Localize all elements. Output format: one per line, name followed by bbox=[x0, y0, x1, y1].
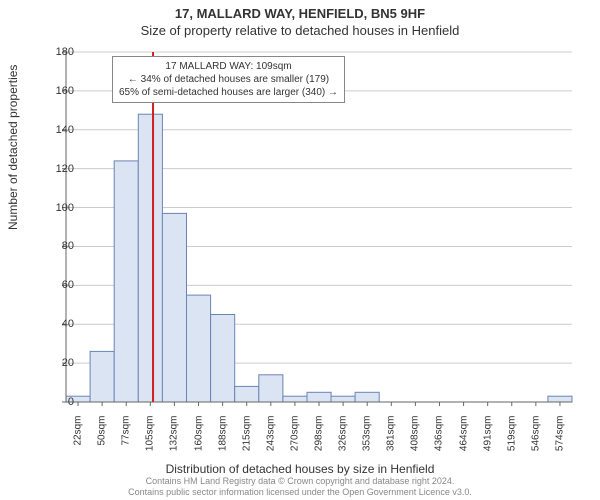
x-tick: 22sqm bbox=[73, 416, 84, 456]
annotation-box: 17 MALLARD WAY: 109sqm ← 34% of detached… bbox=[112, 56, 345, 103]
attribution-line2: Contains public sector information licen… bbox=[0, 487, 600, 498]
x-tick: 132sqm bbox=[169, 416, 180, 456]
x-tick: 215sqm bbox=[241, 416, 252, 456]
y-tick: 0 bbox=[44, 396, 74, 408]
x-tick: 574sqm bbox=[554, 416, 565, 456]
x-tick: 188sqm bbox=[217, 416, 228, 456]
x-tick: 408sqm bbox=[410, 416, 421, 456]
x-tick: 105sqm bbox=[145, 416, 156, 456]
y-tick: 120 bbox=[44, 163, 74, 175]
y-tick: 140 bbox=[44, 124, 74, 136]
x-tick: 298sqm bbox=[314, 416, 325, 456]
page-title: 17, MALLARD WAY, HENFIELD, BN5 9HF bbox=[0, 0, 600, 21]
x-tick: 353sqm bbox=[362, 416, 373, 456]
x-tick: 243sqm bbox=[265, 416, 276, 456]
x-tick: 270sqm bbox=[289, 416, 300, 456]
y-tick: 20 bbox=[44, 357, 74, 369]
x-axis-label: Distribution of detached houses by size … bbox=[0, 462, 600, 476]
y-tick: 40 bbox=[44, 318, 74, 330]
annotation-line1: 17 MALLARD WAY: 109sqm bbox=[119, 60, 338, 73]
x-tick: 381sqm bbox=[386, 416, 397, 456]
x-tick: 519sqm bbox=[506, 416, 517, 456]
annotation-line2: ← 34% of detached houses are smaller (17… bbox=[119, 73, 338, 86]
x-tick: 50sqm bbox=[97, 416, 108, 456]
y-tick: 160 bbox=[44, 85, 74, 97]
annotation-line3: 65% of semi-detached houses are larger (… bbox=[119, 86, 338, 99]
x-tick: 160sqm bbox=[193, 416, 204, 456]
x-tick: 546sqm bbox=[530, 416, 541, 456]
x-tick: 464sqm bbox=[458, 416, 469, 456]
x-tick: 436sqm bbox=[434, 416, 445, 456]
page-subtitle: Size of property relative to detached ho… bbox=[0, 21, 600, 38]
attribution-line1: Contains HM Land Registry data © Crown c… bbox=[0, 476, 600, 487]
y-tick: 80 bbox=[44, 240, 74, 252]
attribution: Contains HM Land Registry data © Crown c… bbox=[0, 476, 600, 498]
y-axis-label: Number of detached properties bbox=[6, 65, 20, 230]
x-tick: 77sqm bbox=[121, 416, 132, 456]
x-tick: 491sqm bbox=[482, 416, 493, 456]
x-tick: 326sqm bbox=[338, 416, 349, 456]
y-tick: 60 bbox=[44, 279, 74, 291]
y-tick: 180 bbox=[44, 46, 74, 58]
chart-container: 17, MALLARD WAY, HENFIELD, BN5 9HF Size … bbox=[0, 0, 600, 500]
y-tick: 100 bbox=[44, 202, 74, 214]
